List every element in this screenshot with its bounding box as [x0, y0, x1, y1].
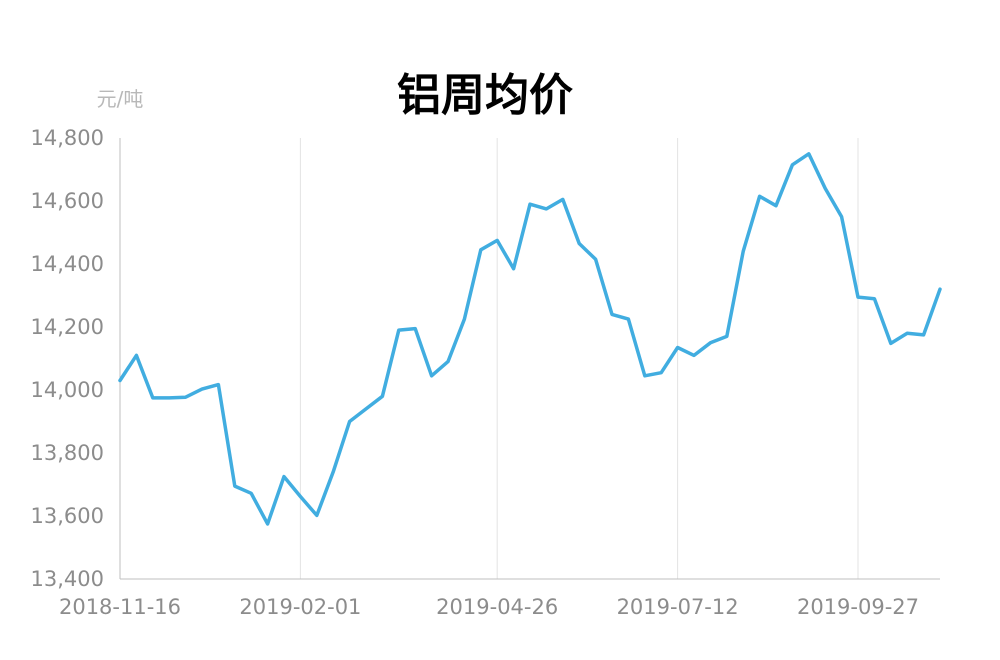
- x-tick-label: 2019-09-27: [797, 595, 919, 619]
- gridlines: [299, 138, 859, 579]
- axes: [119, 138, 940, 580]
- x-tick-label: 2019-04-26: [436, 595, 558, 619]
- y-tick-label: 14,000: [31, 378, 104, 402]
- x-axis-ticks: 2018-11-16 2019-02-01 2019-04-26 2019-07-12…: [59, 595, 919, 619]
- y-tick-label: 13,600: [31, 504, 104, 528]
- y-tick-label: 14,800: [31, 126, 104, 150]
- x-tick-label: 2019-02-01: [239, 595, 361, 619]
- x-tick-label: 2019-07-12: [617, 595, 739, 619]
- y-tick-label: 13,800: [31, 441, 104, 465]
- y-tick-label: 14,200: [31, 315, 104, 339]
- y-tick-label: 13,400: [31, 567, 104, 591]
- x-tick-label: 2018-11-16: [59, 595, 181, 619]
- y-tick-label: 14,400: [31, 252, 104, 276]
- series-line: [118, 152, 942, 526]
- y-axis-ticks: 13,400 13,600 13,800 14,000 14,200 14,400 14,6…: [31, 126, 104, 591]
- y-axis-unit-label: 元/吨: [97, 87, 144, 111]
- series-layer: [118, 152, 942, 526]
- chart-title: 铝周均价: [397, 70, 573, 121]
- y-tick-label: 14,600: [31, 189, 104, 213]
